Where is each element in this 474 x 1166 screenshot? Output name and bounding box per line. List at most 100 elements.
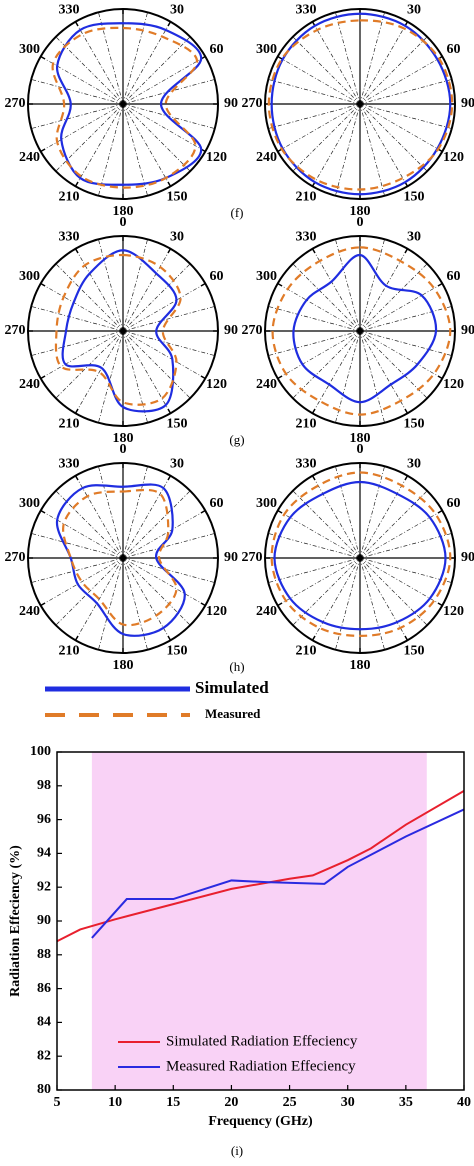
pattern-curve — [271, 246, 452, 416]
spoke — [122, 330, 191, 399]
angle-label: 120 — [206, 604, 227, 619]
spoke — [359, 36, 428, 105]
angle-label: 150 — [404, 644, 425, 659]
spoke — [335, 557, 361, 650]
spoke — [75, 557, 124, 641]
spoke — [359, 103, 408, 187]
spoke — [122, 103, 191, 172]
caption: (g) — [229, 432, 244, 447]
spoke — [98, 557, 124, 650]
y-tick-label: 100 — [30, 744, 51, 759]
spoke — [122, 263, 191, 332]
angle-label: 270 — [5, 96, 26, 111]
angle-label: 270 — [242, 323, 263, 338]
angle-label: 0 — [357, 0, 364, 3]
legend-label: Simulated — [195, 678, 269, 697]
spoke — [122, 248, 171, 332]
legend-label: Measured — [205, 706, 261, 721]
spoke — [359, 79, 452, 105]
pattern-curve — [51, 26, 199, 189]
spoke — [335, 330, 361, 423]
center — [120, 328, 126, 334]
spoke — [359, 306, 452, 332]
spoke — [335, 12, 361, 105]
angle-label: 0 — [357, 215, 364, 230]
spoke — [40, 283, 124, 332]
spoke — [40, 103, 124, 152]
spoke — [277, 283, 361, 332]
spoke — [55, 36, 124, 105]
x-tick-label: 35 — [399, 1095, 413, 1110]
angle-label: 150 — [167, 644, 188, 659]
angle-label: 0 — [357, 442, 364, 457]
angle-label: 30 — [170, 457, 184, 472]
caption: (f) — [231, 205, 244, 220]
caption: (i) — [231, 1143, 243, 1158]
angle-label: 90 — [461, 323, 474, 338]
spoke — [359, 21, 408, 105]
angle-label: 210 — [296, 644, 317, 659]
angle-label: 240 — [19, 604, 40, 619]
spoke — [122, 330, 206, 379]
angle-label: 90 — [461, 96, 474, 111]
angle-label: 240 — [256, 377, 277, 392]
spoke — [122, 306, 215, 332]
angle-label: 150 — [167, 190, 188, 205]
spoke — [292, 557, 361, 626]
pattern-curve — [270, 471, 452, 638]
spoke — [122, 330, 171, 414]
spoke — [359, 12, 385, 105]
spoke — [122, 490, 191, 559]
angle-label: 150 — [404, 417, 425, 432]
spoke — [277, 330, 361, 379]
spoke — [75, 475, 124, 559]
spoke — [122, 283, 206, 332]
angle-label: 330 — [59, 457, 80, 472]
spoke — [55, 490, 124, 559]
spoke — [55, 263, 124, 332]
spoke — [359, 103, 385, 196]
spoke — [75, 21, 124, 105]
spoke — [359, 466, 385, 559]
angle-label: 120 — [206, 150, 227, 165]
spoke — [359, 283, 443, 332]
spoke — [31, 533, 124, 559]
spoke — [122, 557, 148, 650]
angle-label: 300 — [256, 42, 277, 57]
angle-label: 30 — [407, 230, 421, 245]
angle-label: 30 — [407, 3, 421, 18]
angle-label: 60 — [210, 269, 224, 284]
spoke — [359, 330, 428, 399]
pattern-curve — [62, 488, 178, 627]
legend-label: Measured Radiation Effeciency — [166, 1058, 356, 1074]
x-axis-label: Frequency (GHz) — [208, 1114, 313, 1129]
plot-frame — [56, 751, 465, 1091]
angle-label: 150 — [404, 190, 425, 205]
spoke — [122, 475, 171, 559]
angle-label: 60 — [210, 42, 224, 57]
spoke — [335, 103, 361, 196]
spoke — [359, 263, 428, 332]
pattern-curve — [61, 249, 178, 413]
spoke — [268, 330, 361, 356]
angle-label: 300 — [19, 496, 40, 511]
spoke — [359, 330, 408, 414]
angle-label: 330 — [59, 3, 80, 18]
frame — [264, 8, 456, 200]
spoke — [359, 103, 443, 152]
angle-label: 270 — [242, 550, 263, 565]
angle-label: 180 — [350, 431, 371, 446]
angle-label: 60 — [447, 496, 461, 511]
spoke — [31, 103, 124, 129]
series-line — [91, 808, 465, 939]
spoke — [359, 557, 428, 626]
spoke — [312, 557, 361, 641]
center — [120, 555, 126, 561]
angle-label: 330 — [296, 457, 317, 472]
angle-label: 60 — [447, 42, 461, 57]
spoke — [312, 475, 361, 559]
angle-label: 60 — [447, 269, 461, 284]
angle-label: 210 — [59, 417, 80, 432]
pattern-curve — [54, 253, 182, 406]
angle-label: 210 — [59, 190, 80, 205]
